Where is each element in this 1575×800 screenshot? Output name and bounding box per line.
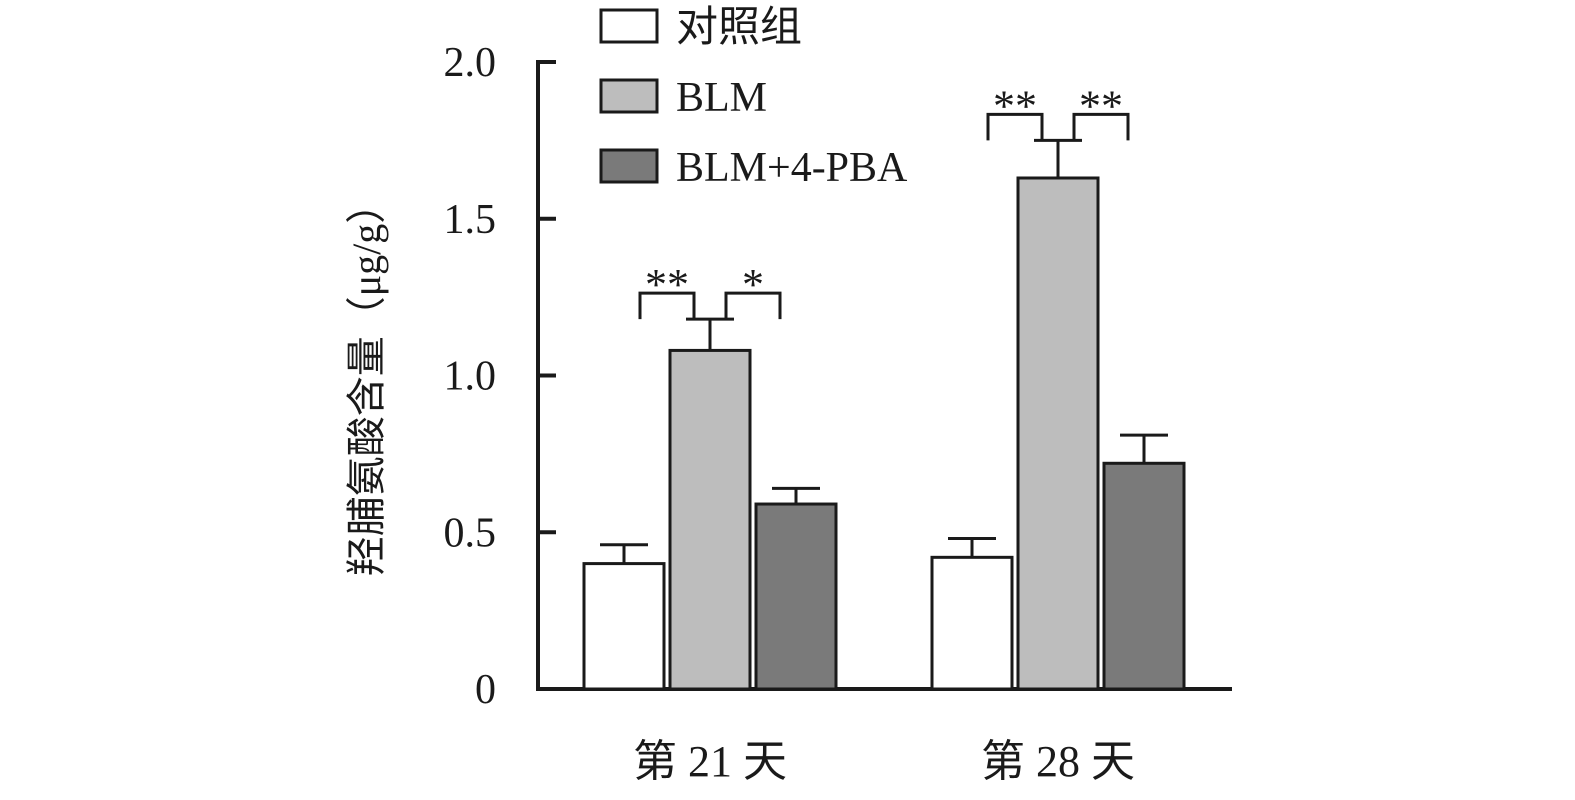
significance-label: **: [645, 260, 689, 309]
y-tick-label: 1.5: [444, 197, 497, 243]
significance-bracket: **: [638, 260, 696, 320]
significance-label: *: [742, 260, 764, 309]
bar: [1016, 176, 1100, 691]
y-tick-label: 2.0: [444, 40, 497, 86]
significance-marks: ** *** **: [638, 81, 1130, 320]
bar: [582, 562, 666, 691]
legend-label: 对照组: [676, 5, 802, 51]
error-bar: [1034, 138, 1082, 178]
x-tick-label: 第 28 天: [981, 737, 1135, 786]
legend: 对照组 BLM BLM+4-PBA: [599, 5, 908, 191]
y-axis-label: 羟脯氨酸含量（μg/g）: [344, 184, 389, 577]
y-tick-label: 1.0: [444, 354, 497, 400]
legend-item: BLM: [599, 75, 767, 121]
legend-label: BLM+4-PBA: [676, 145, 908, 191]
y-tick-label: 0: [475, 667, 496, 713]
legend-item: BLM+4-PBA: [599, 145, 908, 191]
significance-bracket: **: [986, 81, 1044, 141]
legend-swatch: [599, 148, 659, 184]
legend-label: BLM: [676, 75, 767, 121]
bar: [1102, 461, 1186, 691]
y-tick-label: 0.5: [444, 510, 497, 556]
legend-swatch: [599, 8, 659, 44]
bar: [754, 502, 838, 691]
error-bar: [772, 486, 820, 505]
significance-label: **: [1079, 81, 1123, 130]
error-bar: [948, 537, 996, 558]
bar: [668, 348, 752, 691]
bar: [930, 555, 1014, 691]
y-axis: 0 0.5 1.0 1.5 2.0: [444, 40, 556, 713]
significance-label: **: [993, 81, 1037, 130]
legend-item: 对照组: [599, 5, 802, 51]
significance-bracket: **: [1072, 81, 1130, 141]
significance-bracket: *: [724, 260, 782, 320]
bars: [582, 176, 1186, 691]
error-bar: [686, 317, 734, 351]
error-bar: [600, 543, 648, 564]
error-bar: [1120, 433, 1168, 464]
legend-swatch: [599, 78, 659, 114]
x-axis: 第 21 天 第 28 天: [536, 687, 1232, 786]
x-tick-label: 第 21 天: [633, 737, 787, 786]
